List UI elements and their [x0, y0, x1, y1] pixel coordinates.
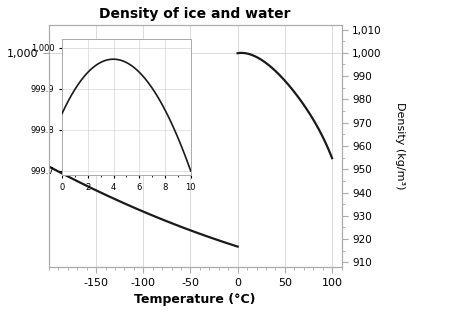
Y-axis label: Density (kg/m³): Density (kg/m³): [395, 102, 405, 190]
X-axis label: Temperature (°C): Temperature (°C): [135, 293, 256, 306]
Title: Density of ice and water: Density of ice and water: [100, 7, 291, 21]
